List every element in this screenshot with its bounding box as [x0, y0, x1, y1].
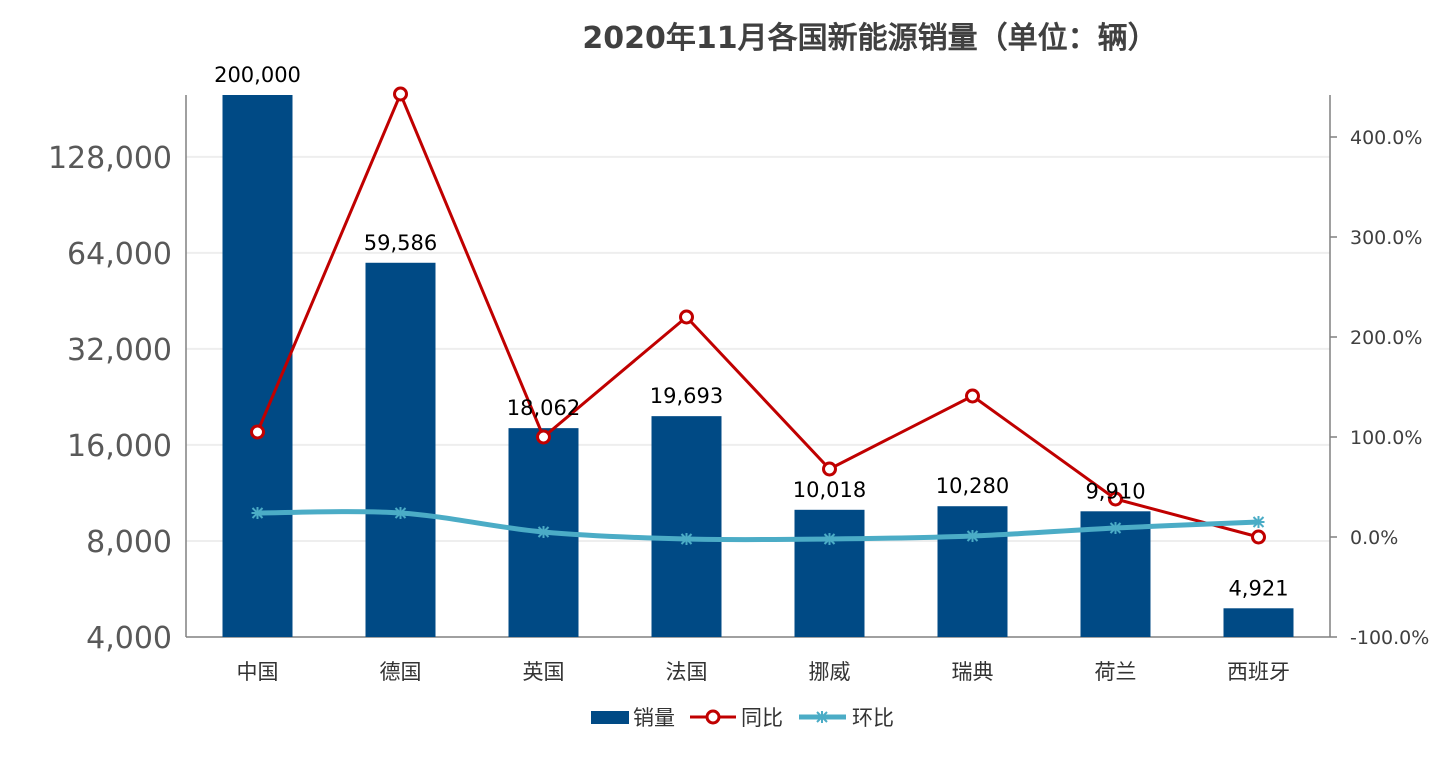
line-point: [537, 526, 550, 538]
category-label: 德国: [380, 660, 422, 684]
chart-title: 2020年11月各国新能源销量（单位：辆）: [582, 21, 1157, 56]
bar-5: [937, 506, 1008, 637]
category-label: 英国: [523, 660, 565, 684]
right-tick-label: -100.0%: [1350, 627, 1429, 649]
bar-data-label: 10,018: [793, 478, 866, 502]
legend-marker-circle: [705, 709, 721, 725]
left-tick-label: 8,000: [86, 525, 172, 560]
right-tick-label: 0.0%: [1350, 527, 1398, 549]
line-point: [1252, 516, 1265, 528]
bar-data-label: 59,586: [364, 231, 437, 255]
line-point: [1109, 522, 1122, 534]
bar-data-label: 4,921: [1228, 576, 1288, 600]
bar-data-label: 9,910: [1085, 479, 1145, 503]
legend-label: 环比: [852, 706, 894, 730]
line-point: [1251, 529, 1266, 545]
left-tick-label: 64,000: [67, 237, 172, 272]
line-point: [966, 530, 979, 542]
category-label: 挪威: [809, 660, 851, 684]
legend-swatch-bar: [591, 711, 629, 724]
legend-label: 销量: [633, 706, 675, 730]
left-tick-label: 16,000: [67, 429, 172, 464]
legend-marker-asterisk: [816, 711, 828, 723]
bar-7: [1223, 608, 1294, 637]
bar-data-label: 18,062: [507, 396, 580, 420]
category-label: 瑞典: [952, 660, 994, 684]
bar-data-label: 200,000: [214, 63, 301, 87]
legend-label: 同比: [741, 706, 783, 730]
line-point: [250, 424, 265, 440]
bar-1: [365, 262, 436, 637]
series-line-1: [256, 90, 1259, 539]
category-label: 法国: [666, 660, 708, 684]
bar-0: [222, 95, 293, 637]
line-point: [251, 507, 264, 519]
line-point: [394, 507, 407, 519]
right-tick-label: 100.0%: [1350, 427, 1422, 449]
bar-data-label: 10,280: [936, 474, 1009, 498]
line-point: [536, 429, 551, 445]
line-point: [823, 533, 836, 545]
line-point: [965, 388, 980, 404]
category-label: 中国: [237, 660, 279, 684]
line-point: [679, 309, 694, 325]
series-line-2: [257, 509, 1259, 543]
right-tick-label: 200.0%: [1350, 327, 1422, 349]
bar-3: [651, 416, 722, 637]
left-tick-label: 128,000: [48, 141, 172, 176]
right-tick-label: 300.0%: [1350, 227, 1422, 249]
category-label: 荷兰: [1095, 660, 1137, 684]
line-point: [680, 533, 693, 545]
right-tick-label: 400.0%: [1350, 127, 1422, 149]
left-tick-label: 4,000: [86, 621, 172, 656]
line-point: [393, 86, 408, 102]
left-tick-label: 32,000: [67, 333, 172, 368]
bar-4: [794, 509, 865, 637]
bar-data-label: 19,693: [650, 384, 723, 408]
category-label: 西班牙: [1227, 660, 1290, 684]
line-point: [1108, 491, 1123, 507]
line-point: [822, 461, 837, 477]
